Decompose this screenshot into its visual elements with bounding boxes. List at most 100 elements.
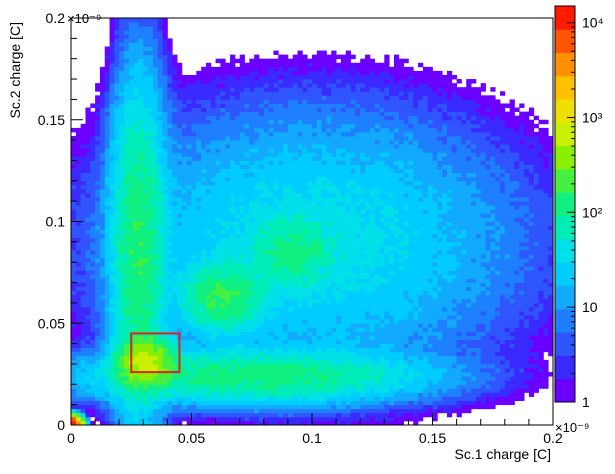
heatmap-cell bbox=[191, 408, 197, 414]
heatmap-cell bbox=[292, 136, 298, 141]
heatmap-cell bbox=[278, 221, 284, 226]
heatmap-cell bbox=[181, 233, 188, 239]
heatmap-cell bbox=[302, 302, 308, 308]
heatmap-cell bbox=[205, 306, 212, 312]
heatmap-cell bbox=[326, 229, 332, 235]
heatmap-cell bbox=[85, 258, 91, 263]
heatmap-cell bbox=[124, 311, 130, 316]
heatmap-cell bbox=[95, 99, 101, 104]
heatmap-cell bbox=[234, 335, 241, 340]
heatmap-cell bbox=[205, 229, 212, 235]
heatmap-cell bbox=[283, 351, 289, 357]
heatmap-cell bbox=[119, 152, 125, 157]
heatmap-cell bbox=[263, 347, 270, 353]
heatmap-cell bbox=[331, 176, 337, 182]
heatmap-cell bbox=[133, 99, 139, 104]
heatmap-cell bbox=[205, 79, 212, 84]
heatmap-cell bbox=[331, 229, 337, 235]
heatmap-cell bbox=[71, 376, 77, 381]
heatmap-cell bbox=[148, 91, 154, 96]
heatmap-cell bbox=[220, 331, 226, 336]
heatmap-cell bbox=[90, 168, 96, 174]
heatmap-cell bbox=[138, 245, 144, 251]
heatmap-cell bbox=[283, 290, 289, 296]
heatmap-cell bbox=[90, 131, 96, 137]
heatmap-cell bbox=[205, 331, 212, 336]
heatmap-cell bbox=[234, 327, 241, 332]
heatmap-cell bbox=[239, 347, 245, 353]
heatmap-cell bbox=[172, 249, 178, 255]
heatmap-cell bbox=[230, 245, 236, 251]
heatmap-cell bbox=[133, 225, 139, 231]
heatmap-cell bbox=[124, 74, 130, 80]
heatmap-cell bbox=[326, 412, 332, 418]
heatmap-cell bbox=[321, 103, 327, 108]
heatmap-cell bbox=[99, 266, 106, 271]
heatmap-cell bbox=[133, 127, 139, 133]
heatmap-cell bbox=[254, 197, 260, 202]
heatmap-cell bbox=[201, 420, 207, 426]
heatmap-cell bbox=[297, 217, 303, 222]
heatmap-cell bbox=[114, 123, 120, 129]
heatmap-cell bbox=[143, 38, 149, 43]
heatmap-cell bbox=[104, 319, 110, 324]
heatmap-cell bbox=[234, 193, 241, 198]
heatmap-cell bbox=[201, 209, 207, 214]
heatmap-cell bbox=[316, 156, 323, 161]
heatmap-cell bbox=[152, 306, 159, 312]
heatmap-cell bbox=[273, 62, 279, 68]
heatmap-cell bbox=[205, 172, 212, 178]
heatmap-cell bbox=[316, 83, 323, 88]
heatmap-cell bbox=[201, 193, 207, 198]
heatmap-cell bbox=[258, 302, 265, 308]
heatmap-cell bbox=[177, 376, 183, 381]
heatmap-cell bbox=[326, 420, 332, 426]
heatmap-cell bbox=[85, 209, 91, 214]
heatmap-cell bbox=[292, 351, 298, 357]
heatmap-cell bbox=[312, 392, 318, 397]
heatmap-cell bbox=[239, 306, 245, 312]
heatmap-cell bbox=[75, 136, 82, 141]
heatmap-cell bbox=[258, 388, 265, 393]
heatmap-cell bbox=[220, 262, 226, 267]
heatmap-cell bbox=[316, 205, 323, 210]
heatmap-cell bbox=[109, 70, 115, 76]
heatmap-cell bbox=[321, 148, 327, 153]
heatmap-cell bbox=[95, 87, 101, 92]
heatmap-cell bbox=[119, 302, 125, 308]
heatmap-cell bbox=[254, 335, 260, 340]
heatmap-cell bbox=[326, 233, 332, 239]
heatmap-cell bbox=[167, 91, 173, 96]
heatmap-cell bbox=[268, 193, 274, 198]
heatmap-cell bbox=[157, 254, 163, 259]
heatmap-cell bbox=[201, 115, 207, 121]
heatmap-cell bbox=[119, 168, 125, 174]
heatmap-cell bbox=[268, 213, 274, 218]
heatmap-cell bbox=[119, 233, 125, 239]
heatmap-cell bbox=[225, 400, 231, 406]
heatmap-cell bbox=[326, 249, 332, 255]
heatmap-cell bbox=[215, 380, 221, 385]
heatmap-cell bbox=[292, 302, 298, 308]
heatmap-cell bbox=[225, 70, 231, 76]
heatmap-cell bbox=[133, 311, 139, 316]
heatmap-cell bbox=[191, 172, 197, 178]
heatmap-cell bbox=[99, 91, 106, 96]
heatmap-cell bbox=[273, 66, 279, 72]
heatmap-cell bbox=[307, 306, 313, 312]
heatmap-cell bbox=[75, 282, 82, 288]
heatmap-cell bbox=[133, 351, 139, 357]
heatmap-cell bbox=[104, 290, 110, 296]
heatmap-cell bbox=[312, 131, 318, 137]
heatmap-cell bbox=[75, 249, 82, 255]
heatmap-cell bbox=[138, 339, 144, 344]
heatmap-cell bbox=[143, 388, 149, 393]
heatmap-cell bbox=[186, 323, 192, 328]
heatmap-cell bbox=[287, 331, 294, 336]
heatmap-cell bbox=[138, 363, 144, 369]
heatmap-cell bbox=[273, 319, 279, 324]
heatmap-cell bbox=[312, 290, 318, 296]
heatmap-cell bbox=[119, 205, 125, 210]
heatmap-cell bbox=[321, 62, 327, 68]
heatmap-cell bbox=[210, 351, 216, 357]
